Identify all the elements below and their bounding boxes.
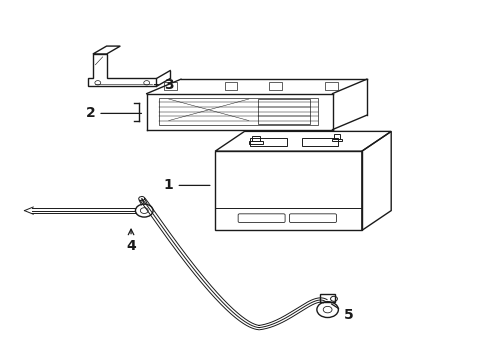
- Bar: [320, 294, 334, 302]
- Text: 4: 4: [126, 229, 136, 253]
- Bar: [251, 136, 259, 141]
- Bar: [163, 82, 176, 90]
- Bar: [258, 99, 309, 124]
- Text: 2: 2: [85, 107, 141, 120]
- Bar: [250, 139, 286, 146]
- Bar: [301, 139, 338, 146]
- Text: 3: 3: [154, 78, 173, 91]
- Text: 5: 5: [331, 304, 353, 322]
- Bar: [325, 82, 337, 90]
- Text: 1: 1: [163, 179, 209, 192]
- Bar: [269, 82, 282, 90]
- Bar: [331, 139, 341, 141]
- Bar: [224, 82, 237, 90]
- Bar: [159, 98, 317, 125]
- Bar: [248, 141, 262, 144]
- Bar: [333, 134, 339, 139]
